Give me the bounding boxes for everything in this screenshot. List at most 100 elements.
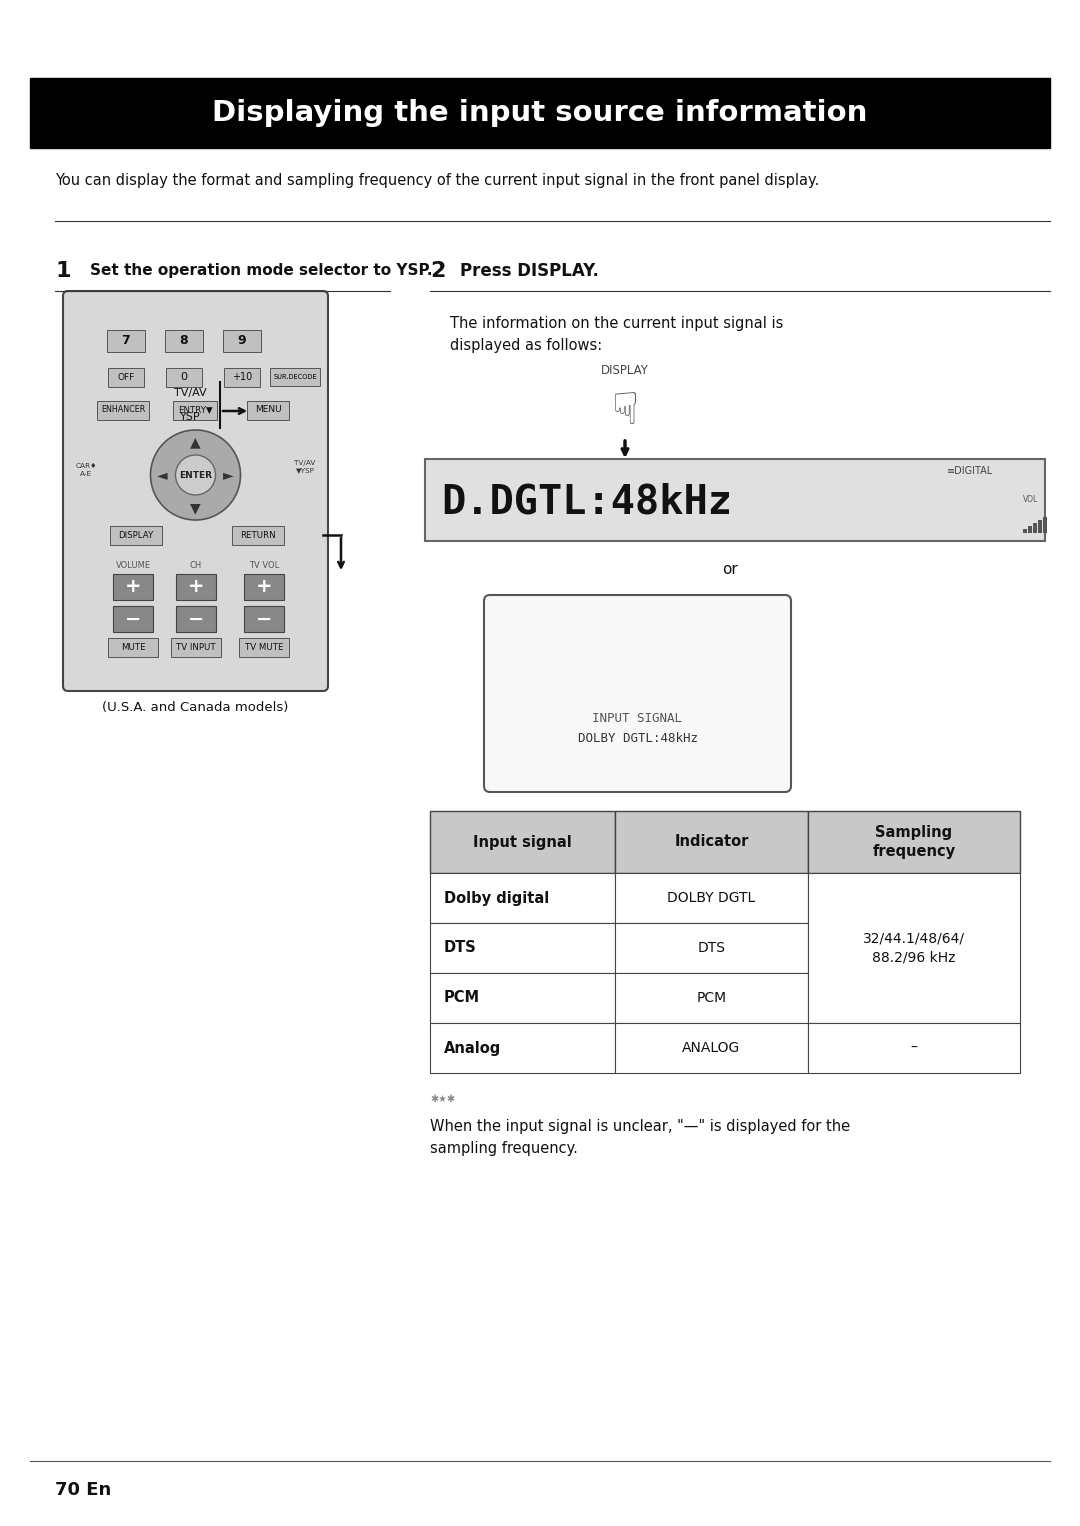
Text: ANALOG: ANALOG xyxy=(683,1041,741,1054)
Text: 1: 1 xyxy=(55,261,70,281)
Bar xyxy=(160,406,220,427)
Bar xyxy=(808,1022,1020,1073)
Text: Dolby digital: Dolby digital xyxy=(444,891,550,905)
Text: DOLBY DGTL:48kHz: DOLBY DGTL:48kHz xyxy=(578,731,698,745)
FancyBboxPatch shape xyxy=(484,595,791,792)
Bar xyxy=(171,638,221,656)
Text: −: − xyxy=(188,609,204,629)
Text: RETURN: RETURN xyxy=(240,531,275,540)
Text: TV/AV: TV/AV xyxy=(174,388,206,398)
Text: –: – xyxy=(910,1041,917,1054)
Bar xyxy=(430,923,615,974)
Text: TV MUTE: TV MUTE xyxy=(245,642,283,652)
Text: MUTE: MUTE xyxy=(121,642,146,652)
Text: ENTRY▼: ENTRY▼ xyxy=(178,406,213,415)
Text: DOLBY DGTL: DOLBY DGTL xyxy=(667,891,756,905)
Text: +: + xyxy=(125,577,141,597)
Text: ≡DIGITAL: ≡DIGITAL xyxy=(947,465,994,476)
Text: Analog: Analog xyxy=(444,1041,501,1056)
Text: DISPLAY: DISPLAY xyxy=(602,365,649,377)
Text: OFF: OFF xyxy=(118,372,135,382)
Bar xyxy=(247,400,289,420)
Bar xyxy=(430,974,615,1022)
Bar xyxy=(173,400,217,420)
Text: YSP: YSP xyxy=(179,412,200,423)
Text: −: − xyxy=(256,609,272,629)
Text: TV VOL: TV VOL xyxy=(248,560,279,569)
Bar xyxy=(270,368,320,386)
Bar xyxy=(1032,523,1037,533)
Bar xyxy=(176,574,216,600)
Text: or: or xyxy=(723,562,738,577)
Bar xyxy=(615,1022,808,1073)
Text: ◄: ◄ xyxy=(158,468,167,482)
Text: 70 En: 70 En xyxy=(55,1482,111,1499)
Bar xyxy=(224,368,260,386)
Bar xyxy=(1028,526,1032,533)
Text: +10: +10 xyxy=(232,372,252,382)
Text: −: − xyxy=(125,609,141,629)
Text: VOL: VOL xyxy=(1024,496,1039,505)
Bar xyxy=(222,330,261,353)
Text: 9: 9 xyxy=(238,334,246,348)
Bar xyxy=(244,574,284,600)
Circle shape xyxy=(150,430,241,520)
Text: PCM: PCM xyxy=(444,990,481,1006)
FancyBboxPatch shape xyxy=(63,291,328,691)
Bar xyxy=(176,606,216,632)
Text: (U.S.A. and Canada models): (U.S.A. and Canada models) xyxy=(103,702,288,714)
Text: +: + xyxy=(256,577,272,597)
Text: 8: 8 xyxy=(179,334,188,348)
Bar xyxy=(1043,517,1047,533)
Bar xyxy=(244,606,284,632)
Text: The information on the current input signal is
displayed as follows:: The information on the current input sig… xyxy=(450,316,783,353)
Text: Set the operation mode selector to YSP.: Set the operation mode selector to YSP. xyxy=(90,264,432,279)
Bar xyxy=(615,974,808,1022)
Bar xyxy=(430,810,615,873)
Text: Sampling
frequency: Sampling frequency xyxy=(873,824,956,859)
Text: ▲: ▲ xyxy=(190,435,201,449)
Text: DTS: DTS xyxy=(698,942,726,955)
Bar xyxy=(430,1022,615,1073)
Text: 7: 7 xyxy=(122,334,131,348)
Text: ✱★✱: ✱★✱ xyxy=(430,1094,455,1103)
Bar xyxy=(808,810,1020,873)
Text: ▼: ▼ xyxy=(190,501,201,514)
Text: Displaying the input source information: Displaying the input source information xyxy=(213,99,867,127)
Bar xyxy=(107,330,145,353)
Text: You can display the format and sampling frequency of the current input signal in: You can display the format and sampling … xyxy=(55,174,820,189)
Bar xyxy=(615,810,808,873)
Text: ENHANCER: ENHANCER xyxy=(100,406,145,415)
Text: ►: ► xyxy=(224,468,233,482)
Bar xyxy=(30,78,1050,148)
Bar xyxy=(808,873,1020,1022)
Text: 2: 2 xyxy=(430,261,445,281)
Text: CAR♦
A-E: CAR♦ A-E xyxy=(76,464,97,476)
Bar xyxy=(110,525,162,545)
Text: 32/44.1/48/64/
88.2/96 kHz: 32/44.1/48/64/ 88.2/96 kHz xyxy=(863,931,966,964)
Bar xyxy=(108,368,144,386)
Bar xyxy=(108,638,158,656)
Bar xyxy=(615,923,808,974)
Text: DISPLAY: DISPLAY xyxy=(119,531,153,540)
Text: SUR.DECODE: SUR.DECODE xyxy=(273,374,316,380)
Bar xyxy=(239,638,289,656)
Text: When the input signal is unclear, "—" is displayed for the
sampling frequency.: When the input signal is unclear, "—" is… xyxy=(430,1119,850,1155)
Bar xyxy=(166,368,202,386)
Bar xyxy=(113,606,153,632)
Text: TV/AV
▼YSP: TV/AV ▼YSP xyxy=(295,461,315,473)
Bar xyxy=(1038,520,1042,533)
Text: 0: 0 xyxy=(180,372,188,382)
Text: DTS: DTS xyxy=(444,940,476,955)
Text: D.DGTL:48kHz: D.DGTL:48kHz xyxy=(441,482,732,522)
Text: Indicator: Indicator xyxy=(674,835,748,850)
Text: CH: CH xyxy=(190,560,202,569)
Bar xyxy=(1023,530,1027,533)
Text: +: + xyxy=(188,577,204,597)
Circle shape xyxy=(175,455,216,494)
Bar xyxy=(165,330,203,353)
Text: PCM: PCM xyxy=(697,990,727,1006)
Bar xyxy=(615,873,808,923)
Text: Press DISPLAY.: Press DISPLAY. xyxy=(460,262,599,279)
Text: TV INPUT: TV INPUT xyxy=(176,642,216,652)
